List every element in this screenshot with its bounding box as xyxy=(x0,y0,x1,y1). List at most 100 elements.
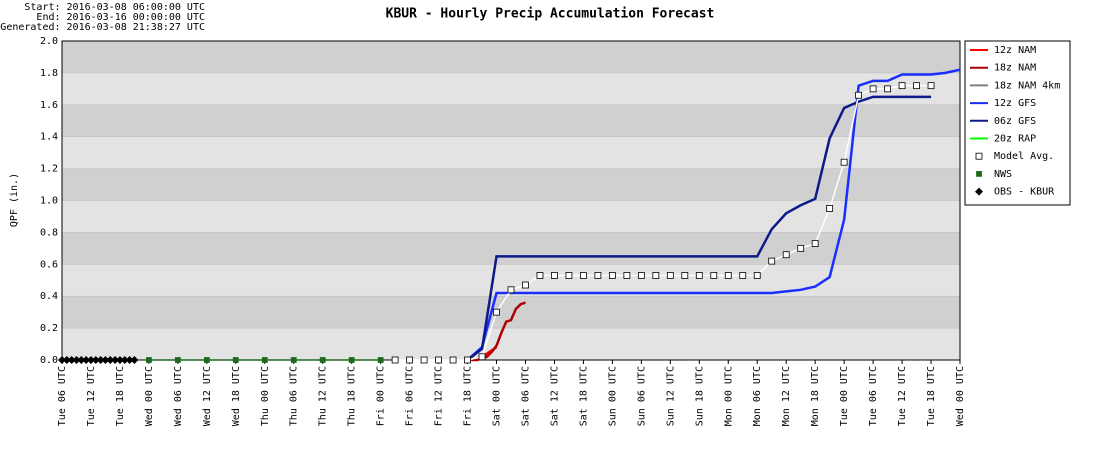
avg-marker xyxy=(739,272,747,279)
band xyxy=(62,168,960,201)
x-tick-label: Wed 12 UTC xyxy=(202,366,213,426)
avg-marker xyxy=(449,356,457,364)
obs-marker xyxy=(130,356,139,364)
avg-marker xyxy=(493,308,500,316)
legend-label: 12z GFS xyxy=(994,98,1036,109)
y-tick-label: 1.4 xyxy=(40,132,58,143)
avg-marker xyxy=(782,251,790,259)
obs-marker xyxy=(62,356,71,364)
x-tick-label: Tue 18 UTC xyxy=(926,366,937,426)
avg-marker xyxy=(435,356,442,364)
x-tick-label: Fri 12 UTC xyxy=(434,366,445,426)
avg-marker xyxy=(652,272,660,279)
legend-label: 06z GFS xyxy=(994,116,1036,127)
x-tick-label: Sun 12 UTC xyxy=(665,366,676,426)
band xyxy=(62,232,960,265)
x-tick-label: Wed 00 UTC xyxy=(144,366,155,426)
x-tick-label: Fri 06 UTC xyxy=(405,366,416,426)
avg-marker xyxy=(551,272,558,279)
avg-marker xyxy=(913,82,920,90)
y-tick-label: 0.6 xyxy=(40,259,58,270)
legend-marker xyxy=(975,152,983,160)
x-tick-label: Tue 18 UTC xyxy=(115,366,126,426)
obs-marker xyxy=(58,356,66,364)
legend-label: 18z NAM xyxy=(994,63,1036,74)
x-tick-label: Sat 06 UTC xyxy=(520,366,531,426)
header-end: End: 2016-03-16 00:00:00 UTC xyxy=(36,12,205,23)
band xyxy=(62,41,960,73)
x-tick-label: Wed 00 UTC xyxy=(955,366,966,426)
avg-marker xyxy=(464,356,471,364)
x-tick-label: Mon 12 UTC xyxy=(781,366,792,426)
legend-label: 12z NAM xyxy=(994,45,1036,56)
avg-marker xyxy=(478,353,486,361)
obs-marker xyxy=(86,356,95,364)
avg-marker xyxy=(855,91,863,99)
x-tick-label: Wed 18 UTC xyxy=(231,366,242,426)
x-tick-label: Thu 00 UTC xyxy=(260,366,271,426)
obs-marker xyxy=(120,356,129,364)
band xyxy=(62,296,960,329)
y-tick-label: 1.0 xyxy=(40,196,58,207)
avg-marker xyxy=(768,257,776,265)
avg-marker xyxy=(797,244,805,252)
avg-marker xyxy=(203,357,210,363)
y-tick-label: 0.8 xyxy=(40,227,58,238)
avg-marker xyxy=(811,240,819,247)
avg-marker xyxy=(536,272,544,279)
avg-marker xyxy=(898,82,906,90)
avg-marker xyxy=(522,281,529,289)
avg-marker xyxy=(927,82,935,90)
avg-marker xyxy=(869,85,877,93)
y-tick-label: 0.4 xyxy=(40,291,58,302)
obs-marker xyxy=(82,356,91,364)
x-tick-label: Tue 06 UTC xyxy=(868,366,879,426)
obs-marker xyxy=(101,356,110,364)
x-tick-label: Tue 12 UTC xyxy=(86,366,97,426)
avg-marker xyxy=(637,272,645,279)
avg-marker xyxy=(377,357,384,363)
avg-marker xyxy=(507,286,515,294)
obs-marker xyxy=(72,356,81,364)
avg-marker xyxy=(623,272,631,279)
obs-marker xyxy=(106,356,115,364)
avg-marker xyxy=(826,205,834,212)
avg-marker xyxy=(391,356,399,364)
series-line xyxy=(466,68,961,361)
avg-marker xyxy=(724,272,732,279)
header-generated: Generated: 2016-03-08 21:38:27 UTC xyxy=(0,22,205,33)
chart-title: KBUR - Hourly Precip Accumulation Foreca… xyxy=(386,7,715,22)
x-tick-label: Thu 12 UTC xyxy=(318,366,329,426)
avg-marker xyxy=(681,272,689,279)
y-axis-label: QPF (in.) xyxy=(9,173,20,227)
x-tick-label: Tue 06 UTC xyxy=(57,366,68,426)
y-tick-label: 1.2 xyxy=(40,164,58,175)
y-tick-label: 1.8 xyxy=(40,68,58,79)
x-tick-label: Fri 18 UTC xyxy=(463,366,474,426)
avg-marker xyxy=(174,357,181,363)
avg-marker xyxy=(319,357,326,363)
band xyxy=(62,104,960,137)
y-tick-label: 0.0 xyxy=(40,355,58,366)
avg-marker xyxy=(580,272,587,279)
avg-marker xyxy=(406,356,414,364)
x-tick-label: Thu 06 UTC xyxy=(289,366,300,426)
avg-marker xyxy=(420,356,428,364)
legend-label: OBS - KBUR xyxy=(994,187,1055,198)
legend-label: 18z NAM 4km xyxy=(994,80,1060,91)
x-tick-label: Thu 18 UTC xyxy=(347,366,358,426)
avg-marker xyxy=(753,272,761,279)
avg-marker xyxy=(840,158,848,166)
obs-marker xyxy=(115,356,124,364)
y-tick-label: 2.0 xyxy=(40,36,58,47)
avg-marker xyxy=(146,357,152,363)
obs-marker xyxy=(96,356,105,364)
plot-border xyxy=(61,40,961,361)
obs-marker xyxy=(91,356,100,364)
avg-marker xyxy=(608,272,616,279)
series-line xyxy=(395,84,932,361)
y-tick-label: 1.6 xyxy=(40,100,58,111)
avg-marker xyxy=(666,272,674,279)
